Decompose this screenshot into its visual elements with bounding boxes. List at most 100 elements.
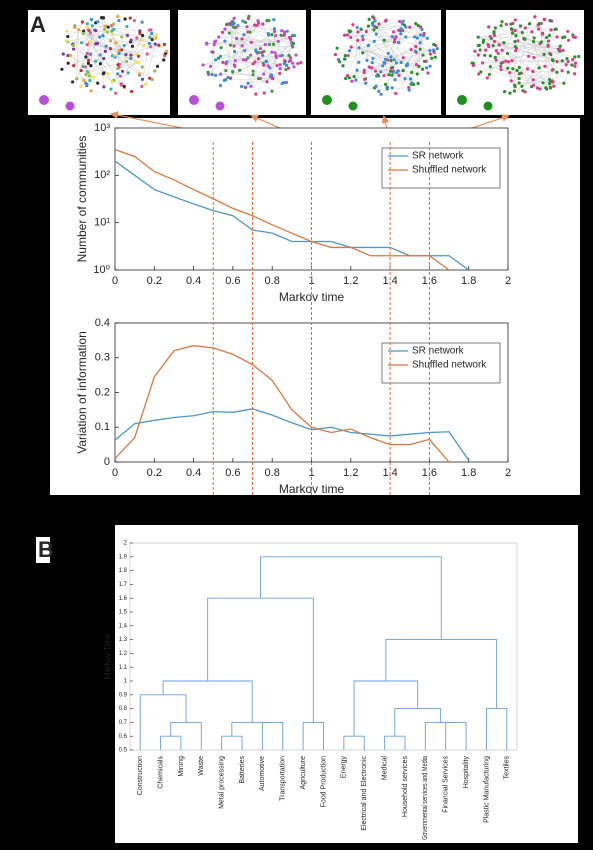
network-edge <box>363 39 399 43</box>
network-node <box>84 55 88 59</box>
network-node <box>405 62 410 66</box>
network-node <box>548 85 553 89</box>
network-node <box>89 89 93 93</box>
network-node <box>549 52 553 57</box>
network-node <box>549 28 553 32</box>
network-edge <box>141 79 153 87</box>
network-node <box>523 26 527 30</box>
network-node <box>85 22 89 26</box>
y-tick-label: 0.1 <box>95 421 110 433</box>
network-node <box>513 83 517 87</box>
network-node <box>267 42 272 47</box>
network-node <box>117 65 121 69</box>
network-node <box>389 55 393 59</box>
network-node <box>500 48 504 52</box>
network-node <box>210 72 214 77</box>
network-node <box>361 51 365 55</box>
network-node <box>98 62 102 66</box>
network-node <box>512 89 517 93</box>
network-node <box>553 27 557 32</box>
network-node <box>81 65 85 69</box>
network-node <box>413 35 417 39</box>
network-node <box>508 91 512 95</box>
network-node <box>86 58 91 62</box>
network-node <box>555 35 559 39</box>
network-edge <box>360 29 368 61</box>
network-node <box>153 42 157 46</box>
network-edge <box>401 62 423 70</box>
network-node <box>535 86 540 90</box>
network-edge <box>262 55 286 70</box>
network-node <box>476 35 480 39</box>
x-tick-label: 1.4 <box>382 275 397 287</box>
y-tick-label: 1.8 <box>119 568 128 574</box>
y-tick-label: 0.8 <box>119 706 128 712</box>
network-node <box>85 82 89 87</box>
network-drawings <box>39 14 581 111</box>
network-node <box>414 22 418 26</box>
network-edge <box>255 35 293 95</box>
network-node <box>102 85 106 89</box>
network-node <box>531 78 535 82</box>
network-edge <box>278 37 291 42</box>
x-tick-label: 1.8 <box>461 467 476 479</box>
network-node <box>501 60 505 64</box>
x-tick-label: 1 <box>308 275 314 287</box>
network-node <box>347 76 351 80</box>
network-node <box>232 25 236 29</box>
network-node <box>361 38 365 42</box>
network-node <box>248 53 253 57</box>
network-node <box>96 20 100 24</box>
network-edge <box>232 24 281 65</box>
network-node <box>390 86 394 90</box>
network-node <box>374 74 379 78</box>
network-edge <box>482 62 501 67</box>
dendrogram-link <box>260 556 442 640</box>
network-node <box>276 39 280 44</box>
network-node <box>347 49 352 53</box>
network-node <box>415 36 419 40</box>
network-node <box>414 63 418 67</box>
network-edge <box>101 17 113 32</box>
network-node <box>573 55 577 59</box>
network-node <box>410 70 414 74</box>
leaf-label: Energy <box>341 756 348 779</box>
network-node <box>82 78 86 82</box>
network-node <box>77 28 81 32</box>
network-node <box>249 84 253 88</box>
legend-label: SR network <box>412 346 465 357</box>
network-node <box>294 53 298 57</box>
network-node <box>502 90 507 94</box>
legend-label: SR network <box>412 151 465 162</box>
network-edge <box>224 51 273 81</box>
network-node <box>488 54 492 58</box>
network-edge <box>502 37 563 51</box>
network-node <box>412 82 416 87</box>
network-node <box>220 30 225 35</box>
network-edge <box>224 41 233 72</box>
network-node <box>223 39 227 43</box>
network-node <box>215 101 225 111</box>
network-node <box>226 22 230 26</box>
network-node <box>509 27 514 31</box>
network-node <box>551 59 555 63</box>
network-node <box>496 51 500 55</box>
network-node <box>116 14 120 19</box>
network-node <box>72 63 76 68</box>
network-node <box>136 60 140 65</box>
network-node <box>116 63 120 67</box>
network-node <box>349 35 353 40</box>
network-node <box>213 39 218 43</box>
network-node <box>66 53 70 58</box>
network-node <box>129 38 133 42</box>
network-node <box>420 67 425 71</box>
network-node <box>349 45 353 49</box>
network-node <box>246 17 250 21</box>
network-node <box>404 35 408 39</box>
network-edge <box>362 36 392 57</box>
network-node <box>379 70 383 74</box>
network-node <box>408 77 413 81</box>
network-node <box>386 51 390 56</box>
x-tick-label: 0.4 <box>186 275 201 287</box>
network-edge <box>503 42 532 87</box>
